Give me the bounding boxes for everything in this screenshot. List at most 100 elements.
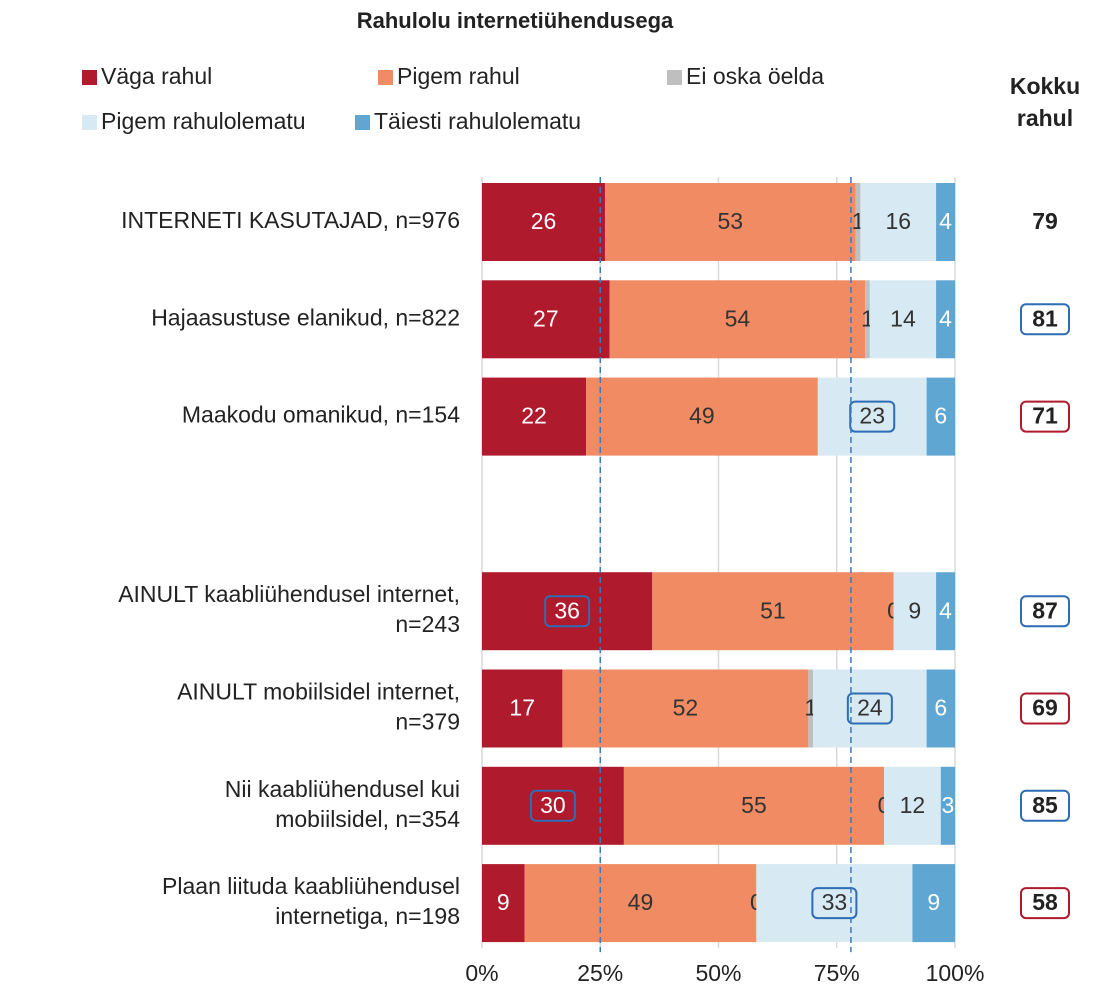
- total-value: 58: [1032, 889, 1058, 915]
- legend-swatch: [82, 70, 97, 85]
- data-label: 30: [540, 792, 566, 818]
- label-box: [529, 789, 576, 822]
- data-label: 9: [497, 889, 510, 915]
- bar-segment: [817, 377, 927, 456]
- data-label: 53: [718, 208, 744, 234]
- bar-segment: [813, 669, 927, 748]
- data-label: 23: [859, 403, 885, 429]
- data-label: 17: [509, 695, 535, 721]
- total-value: 87: [1032, 597, 1058, 623]
- data-label: 16: [885, 208, 911, 234]
- bar-segment: [482, 183, 605, 261]
- legend-label: Pigem rahul: [397, 63, 520, 89]
- bar-segment: [808, 669, 814, 748]
- data-label: 14: [890, 305, 916, 331]
- bar-segment: [586, 377, 818, 456]
- legend-label: Väga rahul: [101, 63, 212, 89]
- data-label: 12: [900, 792, 926, 818]
- total-box: [1020, 303, 1070, 336]
- data-label: 27: [533, 305, 559, 331]
- data-label: 55: [741, 792, 767, 818]
- bar-segment: [482, 864, 525, 943]
- category-label: Maakodu omanikud, n=154: [182, 402, 460, 428]
- category-line: Plaan liituda kaabliühendusel: [162, 873, 460, 899]
- bar-segment: [604, 183, 856, 261]
- x-tick-label: 0%: [465, 960, 498, 986]
- legend-label: Ei oska öelda: [686, 63, 824, 89]
- x-tick-label: 25%: [577, 960, 623, 986]
- bar-segment: [884, 766, 941, 845]
- category-line: internetiga, n=198: [275, 903, 460, 929]
- data-label: 4: [939, 208, 952, 234]
- data-label: 4: [939, 597, 952, 623]
- data-label: 9: [927, 889, 940, 915]
- bar-segment: [940, 766, 955, 845]
- bar-segment: [912, 864, 955, 943]
- x-tick-label: 75%: [814, 960, 860, 986]
- x-tick-label: 100%: [926, 960, 985, 986]
- category-label: Hajaasustuse elanikud, n=822: [151, 304, 460, 330]
- data-label: 3: [942, 792, 955, 818]
- total-box: [1020, 400, 1070, 433]
- legend-swatch: [378, 70, 393, 85]
- bar-segment: [869, 280, 937, 359]
- legend-swatch: [355, 115, 370, 130]
- totals-title: rahul: [1017, 105, 1073, 131]
- data-label: 26: [531, 208, 557, 234]
- bar-segment: [865, 280, 870, 359]
- data-label: 6: [934, 403, 947, 429]
- total-box: [1020, 595, 1070, 628]
- legend-swatch: [82, 115, 97, 130]
- bar-segment: [482, 572, 653, 651]
- bar-segment: [926, 377, 955, 456]
- label-box: [846, 692, 893, 725]
- total-box: [1020, 789, 1070, 822]
- bar-segment: [756, 864, 913, 943]
- data-label: 49: [689, 403, 715, 429]
- bar-segment: [524, 864, 757, 943]
- category-label: AINULT kaabliühendusel internet, n=243: [118, 581, 460, 637]
- data-label: 49: [628, 889, 654, 915]
- category-line: Nii kaabliühendusel kui: [225, 776, 460, 802]
- bar-segment: [855, 183, 861, 261]
- category-line: Hajaasustuse elanikud, n=822: [151, 304, 460, 330]
- total-value: 79: [1032, 208, 1058, 234]
- total-value: 69: [1032, 695, 1058, 721]
- data-label: 51: [760, 597, 786, 623]
- category-label: Nii kaabliühendusel kui mobiilsidel, n=35…: [225, 776, 460, 832]
- total-value: 81: [1032, 305, 1058, 331]
- bar-segment: [482, 377, 587, 456]
- category-line: AINULT kaabliühendusel internet,: [118, 581, 460, 607]
- bar-segment: [609, 280, 866, 359]
- bar-segment: [482, 669, 563, 748]
- label-box: [811, 887, 858, 920]
- chart-title: Rahulolu internetiühendusega: [357, 8, 674, 33]
- bar-segment: [926, 669, 955, 748]
- data-label: 52: [673, 695, 699, 721]
- data-label: 22: [521, 403, 547, 429]
- data-label: 36: [554, 597, 580, 623]
- bar-segment: [936, 572, 955, 651]
- x-tick-label: 50%: [695, 960, 741, 986]
- legend-label: Täiesti rahulolematu: [374, 108, 581, 134]
- category-line: n=243: [395, 611, 460, 637]
- label-box: [849, 400, 896, 433]
- legend-label: Pigem rahulolematu: [101, 108, 306, 134]
- bar-segment: [893, 572, 937, 651]
- data-label: 9: [908, 597, 921, 623]
- bar-segment: [936, 280, 955, 359]
- bar-segment: [623, 766, 885, 845]
- total-box: [1020, 692, 1070, 725]
- category-label: INTERNETI KASUTAJAD, n=976: [121, 207, 460, 233]
- totals-title: Kokku: [1010, 73, 1080, 99]
- bar-segment: [936, 183, 955, 261]
- data-label: 4: [939, 305, 952, 331]
- bar-segment: [860, 183, 937, 261]
- total-box: [1020, 887, 1070, 920]
- data-label: 24: [857, 695, 883, 721]
- category-line: AINULT mobiilsidel internet,: [177, 679, 460, 705]
- bar-segment: [482, 280, 610, 359]
- bar-segment: [652, 572, 894, 651]
- label-box: [544, 595, 591, 628]
